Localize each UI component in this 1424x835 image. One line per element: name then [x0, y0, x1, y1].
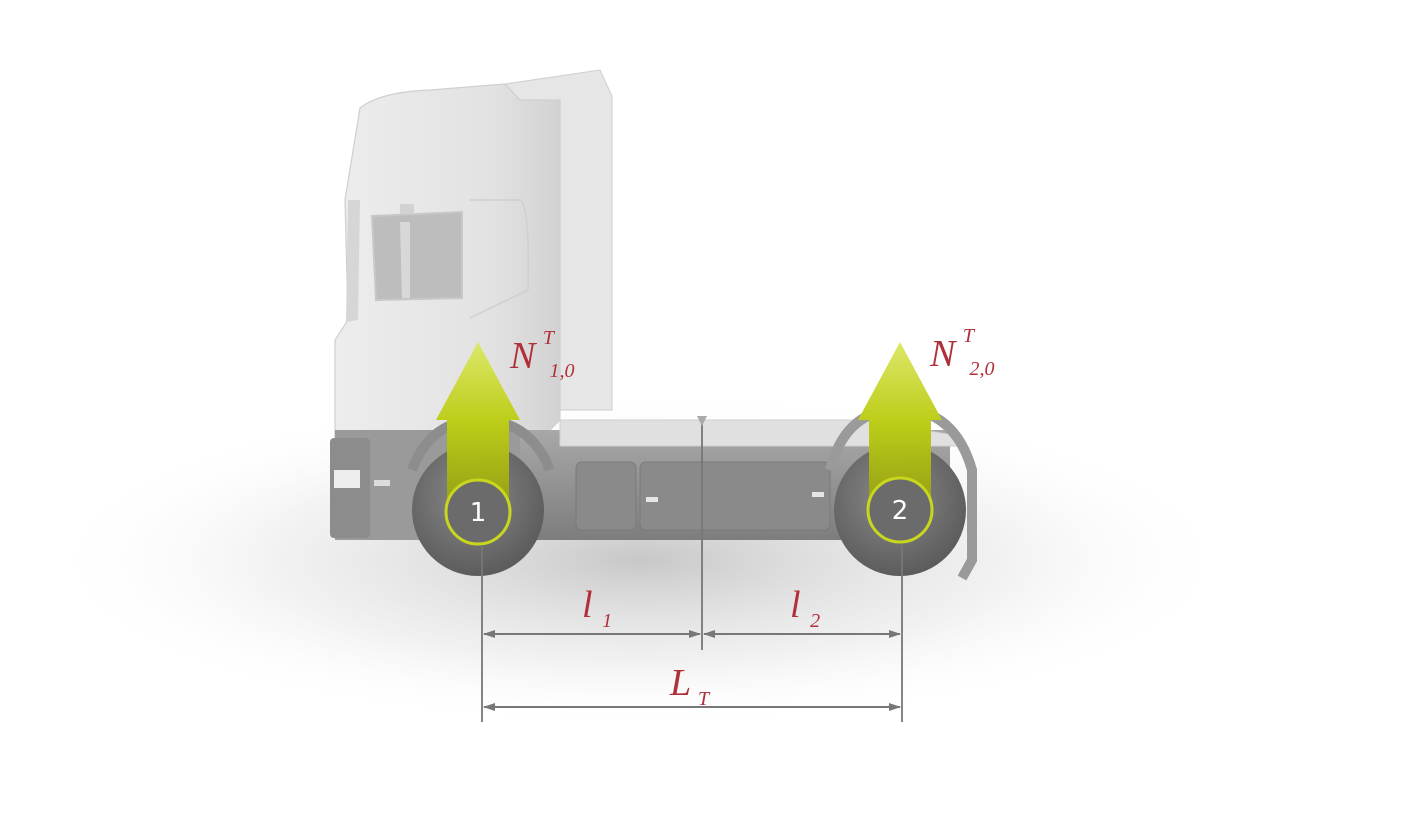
force-arrow-axle-2 — [858, 342, 942, 520]
side-skirt-2 — [639, 461, 831, 531]
dimension-label-l2: l 2 — [790, 584, 820, 632]
mirror — [400, 204, 414, 214]
axle-2-badge: 2 — [866, 476, 934, 544]
windshield-edge — [346, 200, 360, 322]
force-label-axle-1: N T 1,0 — [509, 311, 574, 382]
force-1-symbol: N — [509, 335, 538, 377]
door-line — [469, 199, 530, 319]
skirt-handle-1 — [646, 497, 658, 502]
l2-symbol: l — [790, 584, 801, 626]
skirt-handle-2 — [812, 492, 824, 497]
dimension-label-l1: l 1 — [582, 584, 612, 632]
l1-symbol: l — [582, 584, 593, 626]
axle-1-badge: 1 — [444, 478, 512, 546]
wheelbase-symbol: L — [669, 662, 690, 704]
axle-1-number: 1 — [470, 498, 487, 528]
force-arrow-axle-1 — [436, 342, 520, 520]
force-1-superscript: T — [543, 327, 556, 349]
force-2-superscript: T — [963, 325, 976, 347]
wheelbase-subscript: T — [698, 688, 711, 710]
force-2-subscript: 2,0 — [969, 358, 994, 380]
force-2-symbol: N — [929, 333, 958, 375]
side-skirt-1 — [575, 461, 637, 531]
l2-subscript: 2 — [810, 610, 820, 632]
window-pillar — [400, 222, 410, 298]
headlight — [334, 470, 360, 488]
force-label-axle-2: N T 2,0 — [929, 309, 994, 380]
step — [374, 480, 390, 486]
dimension-label-wheelbase: L T — [669, 662, 711, 710]
l1-subscript: 1 — [602, 610, 612, 632]
axle-2-number: 2 — [892, 496, 909, 526]
side-window — [370, 210, 463, 302]
center-of-gravity-marker — [697, 416, 707, 426]
force-1-subscript: 1,0 — [549, 360, 574, 382]
